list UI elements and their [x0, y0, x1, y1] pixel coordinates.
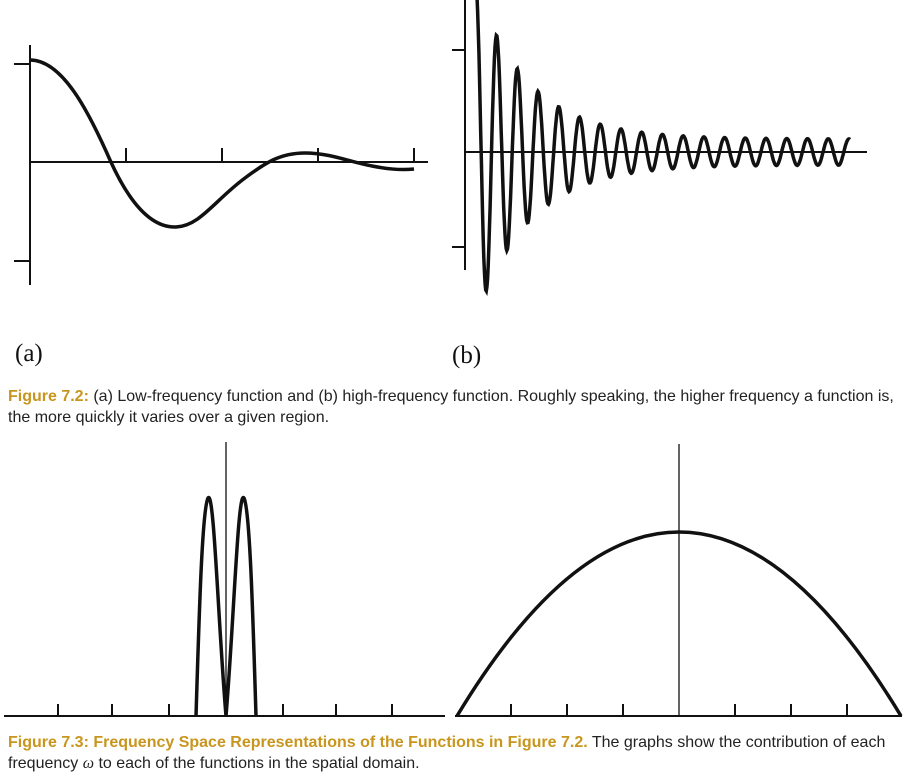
figure-7-3-caption: Figure 7.3: Frequency Space Representati… [8, 732, 898, 774]
high-frequency-curve [475, 0, 852, 296]
figure-7-3-caption-text-2: to each of the functions in the spatial … [94, 755, 420, 772]
figure-7-2-caption-title: Figure 7.2: [8, 388, 89, 405]
figure-7-3-right-plot [455, 444, 903, 717]
figure-7-2-caption-text: (a) Low-frequency function and (b) high-… [8, 388, 894, 426]
figure-7-3-left-plot [4, 442, 445, 717]
axis-group-d [455, 444, 902, 717]
panel-label-a: (a) [15, 340, 43, 367]
figure-7-2-caption: Figure 7.2: (a) Low-frequency function a… [8, 386, 898, 428]
figure-7-3-caption-text-1: The graphs show the contribution of each… [8, 734, 886, 772]
omega-symbol: ω [82, 755, 95, 772]
panel-label-b: (b) [452, 342, 482, 369]
figure-7-2b-plot [452, 0, 867, 296]
twin-peak-spectrum [194, 495, 258, 717]
low-frequency-curve [29, 58, 415, 229]
figure-7-3-caption-title: Figure 7.3: Frequency Space Representati… [8, 734, 588, 751]
figure-7-2a-plot [14, 45, 428, 285]
broad-arch-spectrum [455, 530, 903, 717]
